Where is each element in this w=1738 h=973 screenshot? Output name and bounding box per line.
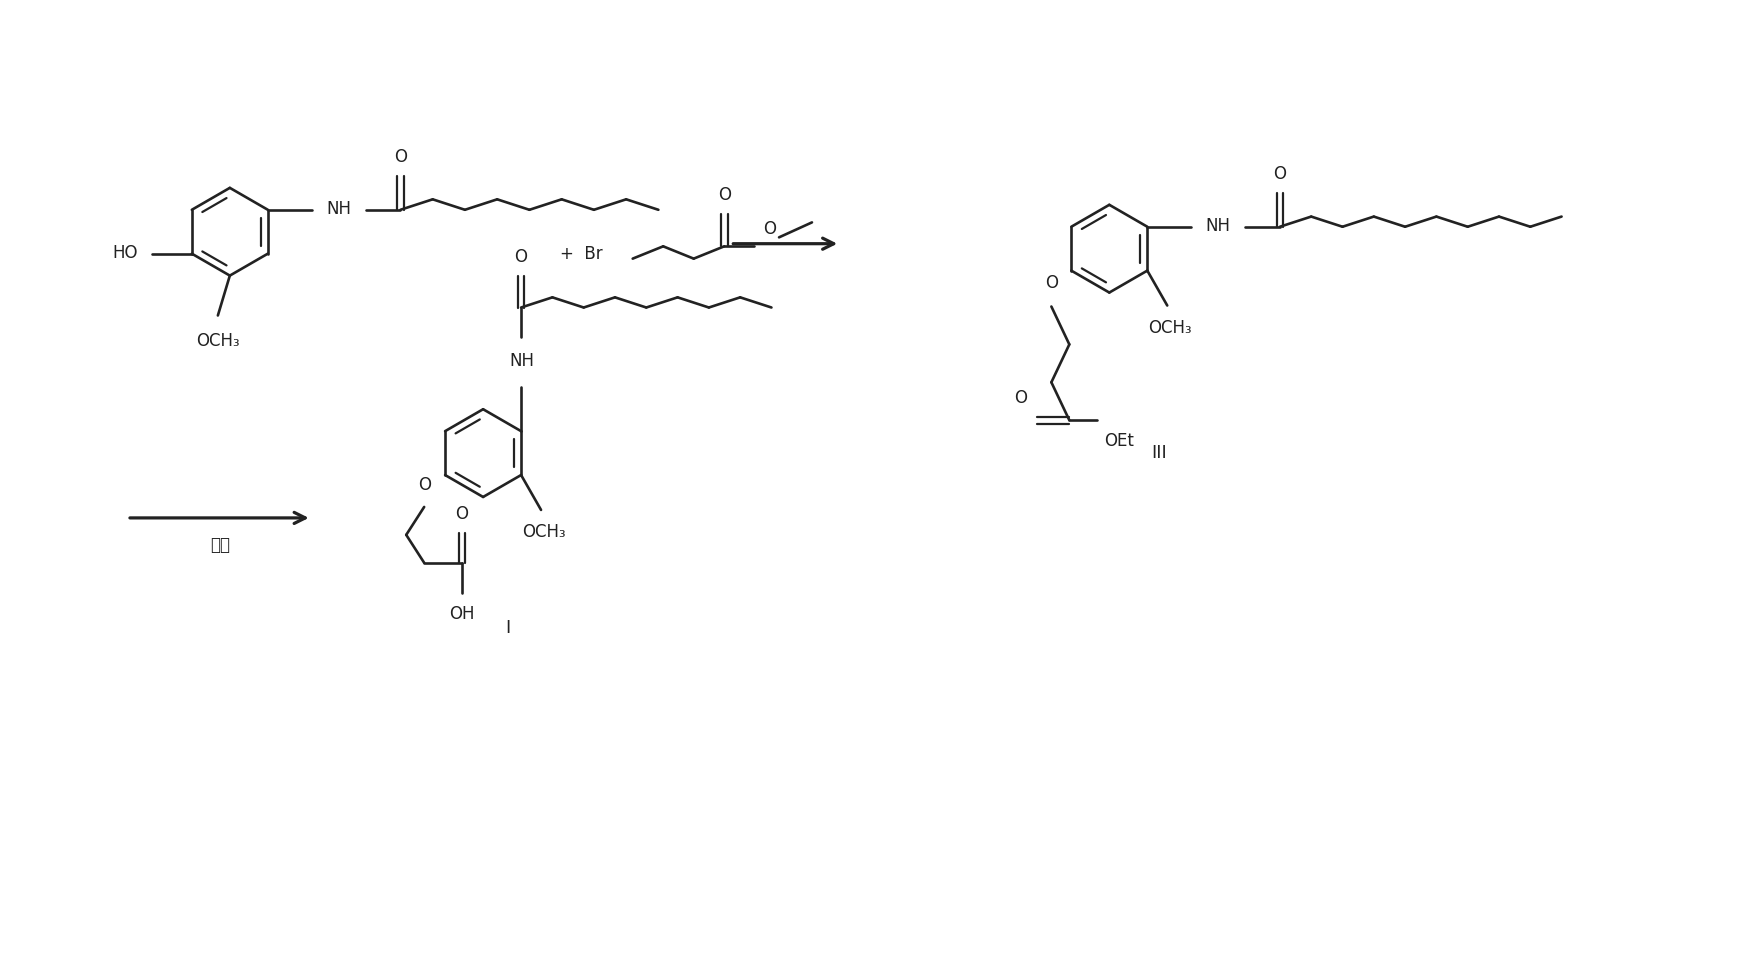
Text: NH: NH bbox=[1206, 217, 1231, 234]
Text: O: O bbox=[1274, 164, 1286, 183]
Text: I: I bbox=[506, 619, 511, 636]
Text: O: O bbox=[455, 505, 469, 523]
Text: O: O bbox=[1045, 273, 1058, 292]
Text: 水解: 水解 bbox=[210, 536, 229, 554]
Text: O: O bbox=[718, 187, 730, 204]
Text: +  Br: + Br bbox=[560, 244, 601, 263]
Text: OEt: OEt bbox=[1104, 432, 1135, 450]
Text: O: O bbox=[763, 220, 777, 238]
Text: O: O bbox=[395, 148, 407, 166]
Text: O: O bbox=[1013, 389, 1027, 408]
Text: O: O bbox=[417, 476, 431, 494]
Text: OH: OH bbox=[450, 604, 474, 623]
Text: OCH₃: OCH₃ bbox=[521, 523, 567, 541]
Text: HO: HO bbox=[113, 243, 137, 262]
Text: OCH₃: OCH₃ bbox=[1149, 319, 1192, 338]
Text: O: O bbox=[514, 248, 528, 266]
Text: III: III bbox=[1151, 444, 1166, 462]
Text: OCH₃: OCH₃ bbox=[196, 333, 240, 350]
Text: NH: NH bbox=[509, 352, 535, 371]
Text: NH: NH bbox=[327, 199, 351, 218]
